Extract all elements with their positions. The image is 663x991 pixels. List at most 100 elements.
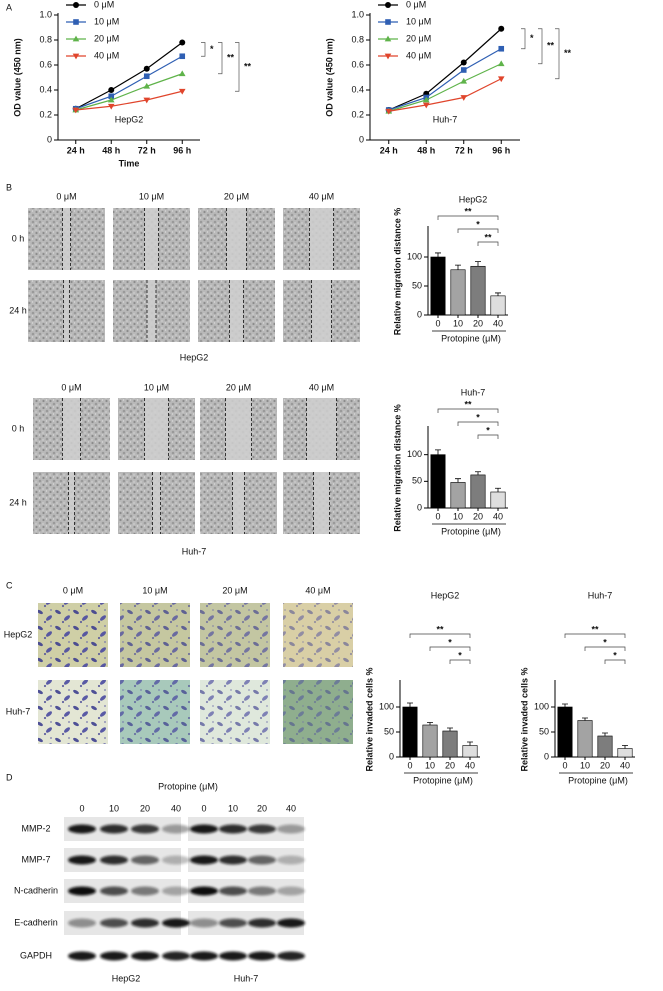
- blot-band: [162, 951, 190, 961]
- sig-bracket: [218, 42, 223, 75]
- y-tick-label: 50: [412, 476, 422, 486]
- error-bar: [475, 471, 481, 475]
- series-line: [75, 42, 183, 110]
- blot-band: [277, 886, 305, 896]
- panel-label: D: [6, 772, 13, 782]
- y-tick-label: 50: [539, 726, 549, 736]
- point: [460, 95, 468, 101]
- legend-marker: [384, 35, 392, 42]
- sig-label: *: [530, 33, 534, 43]
- blot-band: [190, 824, 218, 834]
- column-header: 20 μM: [224, 191, 249, 201]
- point: [107, 103, 115, 110]
- x-axis-label: Protopine (μM): [568, 775, 628, 785]
- y-tick-label: 0.8: [39, 34, 52, 44]
- blot-band: [277, 918, 305, 928]
- x-tick-label: 0: [435, 511, 440, 521]
- wound-gap: [232, 472, 245, 534]
- legend-marker: [73, 19, 79, 25]
- column-header: 10 μM: [144, 382, 169, 392]
- column-header: 0 μM: [56, 191, 76, 201]
- y-tick-label: 100: [534, 701, 549, 711]
- y-tick-label: 50: [384, 726, 394, 736]
- column-header: 10 μM: [142, 585, 167, 595]
- wound-gap: [313, 472, 330, 534]
- sig-bracket: [555, 28, 560, 80]
- bar: [470, 265, 486, 316]
- x-tick-label: 48 h: [417, 145, 435, 155]
- protein-label: E-cadherin: [14, 917, 58, 927]
- y-tick-label: 0: [359, 134, 364, 144]
- point: [179, 53, 186, 60]
- x-tick-label: 0: [562, 760, 567, 770]
- bar: [422, 724, 438, 758]
- x-tick-label: 48 h: [102, 145, 120, 155]
- error-bar: [467, 741, 473, 746]
- y-tick-label: 0.8: [351, 34, 364, 44]
- error-bar: [435, 449, 441, 455]
- bar: [450, 482, 466, 509]
- chart-title: Huh-7: [461, 387, 486, 397]
- error-bar: [447, 727, 453, 731]
- blot-band: [100, 918, 128, 928]
- chart-title: HepG2: [431, 590, 460, 600]
- caption: Huh-7: [182, 546, 207, 556]
- sig-label: *: [613, 650, 617, 660]
- lane-label: 40: [286, 803, 296, 813]
- bar: [450, 269, 466, 316]
- sig-label: **: [564, 48, 572, 58]
- error-bar: [455, 264, 461, 270]
- sig-bracket: [521, 28, 526, 50]
- row-label: HepG2: [4, 629, 33, 639]
- sig-label: *: [486, 425, 490, 435]
- x-tick-label: 20: [600, 760, 610, 770]
- point: [143, 82, 151, 89]
- lane-label: 10: [228, 803, 238, 813]
- blot-band: [68, 824, 96, 834]
- x-tick-label: 72 h: [455, 145, 473, 155]
- protein-label: GAPDH: [20, 950, 52, 960]
- blot-band: [68, 886, 96, 896]
- x-tick-label: 10: [453, 318, 463, 328]
- legend-label: 20 μM: [406, 33, 431, 43]
- bar: [462, 745, 478, 758]
- cell-line-label: Huh-7: [234, 973, 259, 983]
- micrograph-cells: [38, 680, 108, 744]
- wound-gap: [311, 280, 332, 342]
- blot-band: [100, 951, 128, 961]
- x-tick-label: 10: [580, 760, 590, 770]
- blot-band: [131, 918, 159, 928]
- caption: HepG2: [180, 352, 209, 362]
- sig-bracket: [604, 659, 626, 664]
- sig-label: **: [484, 232, 492, 242]
- legend-label: 0 μM: [94, 0, 114, 9]
- point: [72, 107, 80, 114]
- micrograph-cells: [283, 603, 353, 667]
- series-line: [388, 48, 502, 111]
- point: [143, 73, 150, 80]
- sig-label: *: [210, 44, 214, 54]
- y-tick-label: 1.0: [351, 9, 364, 19]
- error-bar: [602, 732, 608, 736]
- y-tick-label: 100: [407, 449, 422, 459]
- y-axis-label: Relative migration distance %: [392, 208, 402, 336]
- point: [460, 67, 467, 73]
- x-axis-label: Protopine (μM): [441, 526, 501, 536]
- micrograph-cells: [120, 680, 190, 744]
- legend-label: 10 μM: [406, 16, 431, 26]
- wound-gap: [147, 280, 156, 342]
- legend-marker: [73, 2, 79, 8]
- blot-band: [100, 886, 128, 896]
- bar: [597, 735, 613, 758]
- blot-band: [248, 824, 276, 834]
- y-tick-label: 0: [417, 309, 422, 319]
- sig-bracket: [457, 228, 499, 233]
- legend-marker: [72, 53, 80, 60]
- blot-band: [68, 918, 96, 928]
- legend-label: 40 μM: [94, 50, 119, 60]
- wound-gap: [62, 208, 71, 270]
- sig-label: *: [476, 219, 480, 229]
- legend-label: 0 μM: [406, 0, 426, 9]
- micrograph-cells: [200, 603, 270, 667]
- x-tick-label: 20: [445, 760, 455, 770]
